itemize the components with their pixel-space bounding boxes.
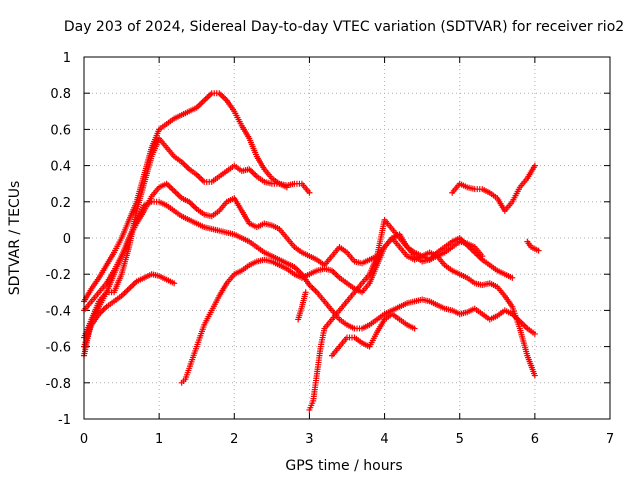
data-point [171, 280, 178, 287]
series-track-11 [524, 238, 542, 254]
x-tick-label: 2 [230, 432, 238, 447]
y-tick-label: -0.8 [46, 377, 71, 392]
data-point [306, 189, 313, 196]
y-axis-label: SDTVAR / TECUs [7, 181, 23, 296]
chart-title: Day 203 of 2024, Sidereal Day-to-day VTE… [64, 19, 624, 35]
x-tick-label: 4 [380, 432, 388, 447]
series-track-3 [81, 198, 538, 341]
series-track-1 [81, 90, 290, 305]
series-track-7 [306, 235, 538, 413]
series-track-8 [328, 311, 418, 359]
series-track-5 [81, 271, 178, 350]
y-tick-label: 0.2 [50, 196, 71, 211]
y-tick-label: -1 [58, 413, 71, 428]
y-tick-label: -0.6 [46, 341, 71, 356]
data-marks [81, 90, 542, 413]
data-point [531, 162, 538, 169]
y-tick-label: -0.4 [46, 304, 71, 319]
x-tick-label: 7 [606, 432, 614, 447]
x-axis-label: GPS time / hours [285, 458, 402, 474]
y-tick-label: -0.2 [46, 268, 71, 283]
series-track-4 [81, 180, 486, 314]
x-tick-label: 1 [155, 432, 163, 447]
data-point [531, 372, 538, 379]
y-tick-label: 0.6 [50, 123, 71, 138]
data-point [531, 330, 538, 337]
x-tick-label: 5 [456, 432, 464, 447]
data-point [411, 325, 418, 332]
x-tick-label: 0 [80, 432, 88, 447]
y-tick-label: 1 [63, 51, 71, 66]
series-track-9 [295, 289, 309, 323]
plot-frame [83, 56, 611, 420]
x-tick-label: 6 [531, 432, 539, 447]
y-tick-label: 0.8 [50, 87, 71, 102]
y-tick-label: 0.4 [50, 160, 71, 175]
series-track-10 [449, 162, 538, 214]
y-tick-label: 0 [63, 232, 71, 247]
x-tick-label: 3 [305, 432, 313, 447]
data-point [509, 274, 516, 281]
data-point [535, 247, 542, 254]
data-point [302, 289, 309, 296]
